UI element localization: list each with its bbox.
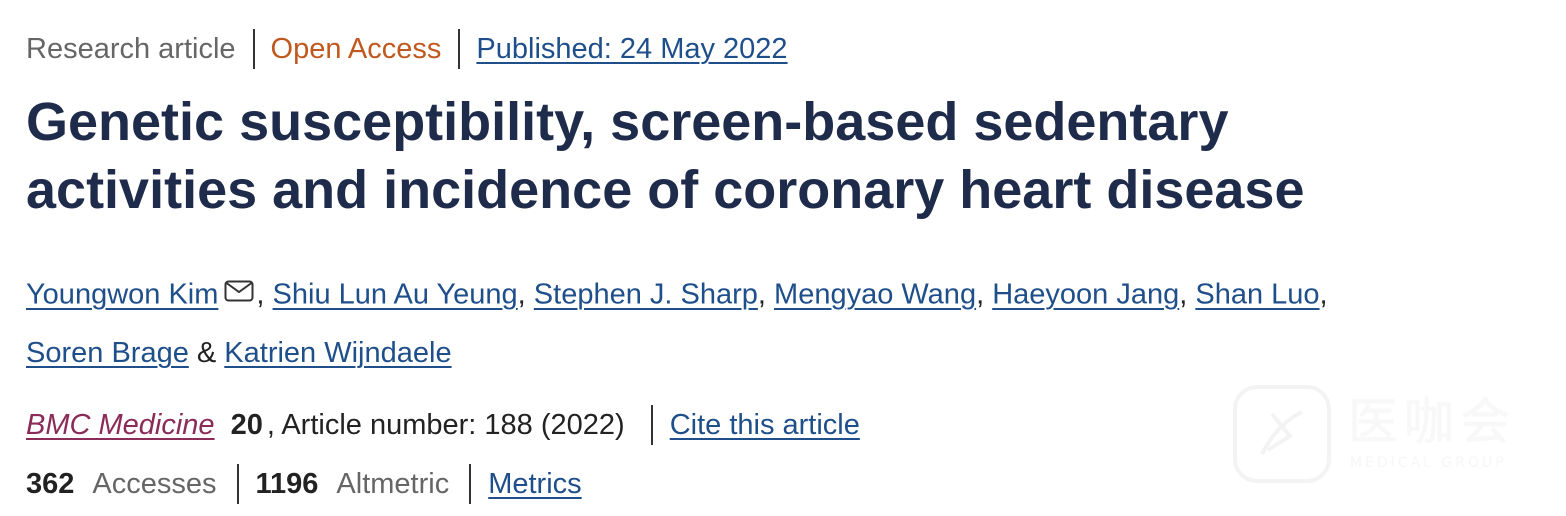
metrics-divider xyxy=(469,464,472,504)
meta-divider xyxy=(252,29,255,69)
medical-logo-icon xyxy=(1233,385,1331,483)
envelope-icon[interactable] xyxy=(224,266,254,320)
title-line-2: activities and incidence of coronary hea… xyxy=(26,160,1305,220)
metrics-divider xyxy=(236,464,239,504)
open-access-label: Open Access xyxy=(270,33,442,65)
watermark: 医咖会 MEDICAL GROUP xyxy=(1232,384,1532,484)
author-link-shiu-lun-au-yeung[interactable]: Shiu Lun Au Yeung xyxy=(272,278,518,311)
author-ampersand: & xyxy=(196,337,217,369)
meta-divider xyxy=(458,29,461,69)
cite-this-article-link[interactable]: Cite this article xyxy=(669,409,860,441)
article-number: , Article number: 188 (2022) xyxy=(266,409,625,441)
author-separator: , xyxy=(1179,278,1188,311)
altmetric-label: Altmetric xyxy=(336,468,450,500)
article-type-label: Research article xyxy=(26,33,236,65)
author-row-2: Soren Brage & Katrien Wijndaele xyxy=(26,326,1328,380)
published-date-link[interactable]: Published: 24 May 2022 xyxy=(476,33,788,65)
journal-link[interactable]: BMC Medicine xyxy=(26,409,215,441)
author-link-mengyao-wang[interactable]: Mengyao Wang xyxy=(774,278,977,311)
metrics-line: 362 Accesses 1196 Altmetric Metrics xyxy=(26,462,582,506)
journal-volume: 20 xyxy=(230,409,263,441)
accesses-label: Accesses xyxy=(92,468,217,500)
author-row-1: Youngwon Kim, Shiu Lun Au Yeung, Stephen… xyxy=(26,266,1328,326)
article-title: Genetic susceptibility, screen-based sed… xyxy=(26,88,1305,224)
author-link-stephen-sharp[interactable]: Stephen J. Sharp xyxy=(533,278,758,311)
citation-line: BMC Medicine 20 , Article number: 188 (2… xyxy=(26,403,860,447)
author-separator: , xyxy=(517,278,526,311)
watermark-text: 医咖会 xyxy=(1348,393,1516,451)
metrics-link[interactable]: Metrics xyxy=(488,468,582,500)
author-separator: , xyxy=(757,278,766,311)
article-meta-line: Research article Open Access Published: … xyxy=(26,28,788,70)
title-line-1: Genetic susceptibility, screen-based sed… xyxy=(26,92,1229,152)
watermark-subtext: MEDICAL GROUP xyxy=(1350,455,1507,471)
author-link-haeyoon-jang[interactable]: Haeyoon Jang xyxy=(992,278,1180,311)
citation-divider xyxy=(650,405,653,445)
author-link-youngwon-kim[interactable]: Youngwon Kim xyxy=(26,278,219,311)
author-link-shan-luo[interactable]: Shan Luo xyxy=(1195,278,1320,311)
author-separator: , xyxy=(256,278,265,311)
altmetric-count: 1196 xyxy=(255,468,319,500)
author-separator: , xyxy=(976,278,985,311)
author-link-katrien-wijndaele[interactable]: Katrien Wijndaele xyxy=(224,337,452,369)
author-link-soren-brage[interactable]: Soren Brage xyxy=(26,337,189,369)
author-separator: , xyxy=(1319,278,1328,311)
author-list: Youngwon Kim, Shiu Lun Au Yeung, Stephen… xyxy=(26,266,1328,380)
accesses-count: 362 xyxy=(26,468,75,500)
